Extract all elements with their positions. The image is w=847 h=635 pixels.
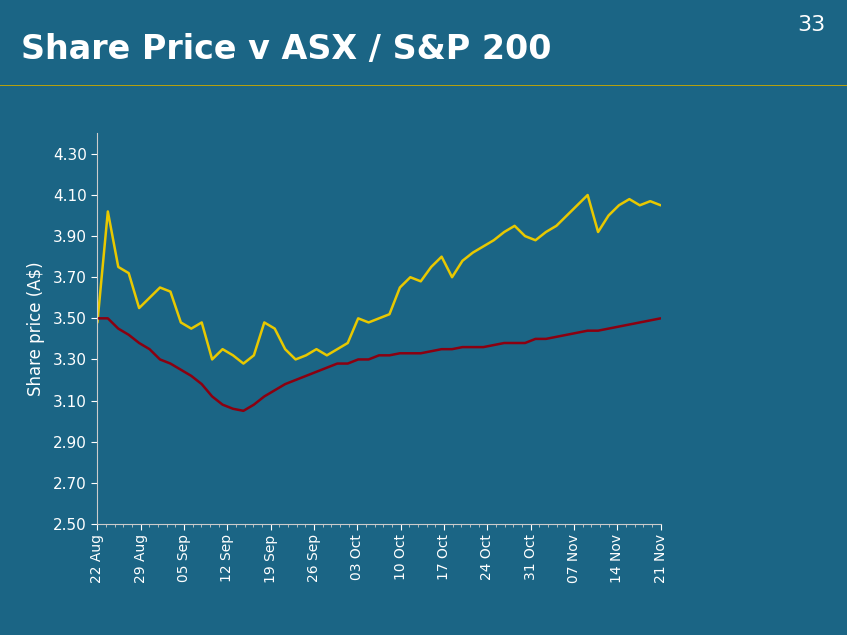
Text: 33: 33 xyxy=(798,15,826,36)
Text: Share Price v ASX / S&P 200: Share Price v ASX / S&P 200 xyxy=(21,33,551,66)
Y-axis label: Share price (A$): Share price (A$) xyxy=(26,261,45,396)
